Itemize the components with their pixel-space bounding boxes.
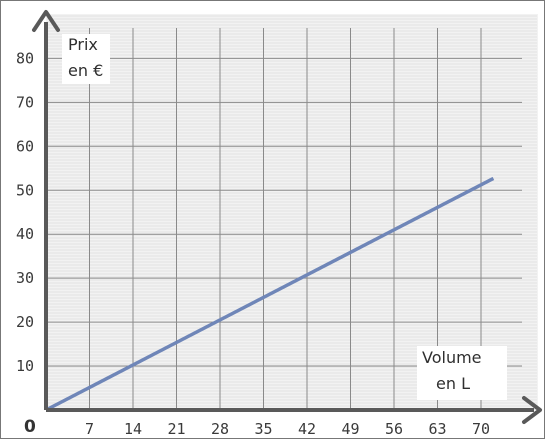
grid xyxy=(46,28,522,410)
x-tick-label: 49 xyxy=(341,420,359,438)
tick-labels: 7 14 21 28 35 42 49 56 63 70 10 20 30 40 50 60 70 80 xyxy=(16,49,490,438)
x-tick-label: 42 xyxy=(298,420,316,438)
y-tick-label: 30 xyxy=(16,269,34,287)
x-tick-label: 28 xyxy=(211,420,229,438)
series-layer xyxy=(45,176,495,412)
x-tick-label: 21 xyxy=(167,420,185,438)
y-tick-label: 50 xyxy=(16,181,34,199)
x-tick-label: 63 xyxy=(428,420,446,438)
y-axis-title-line2: en € xyxy=(68,61,103,80)
x-tick-label: 70 xyxy=(472,420,490,438)
y-tick-label: 60 xyxy=(16,137,34,155)
y-axis-title: Prix en € xyxy=(62,34,110,84)
y-axis-arrowhead xyxy=(32,10,60,32)
series-line xyxy=(45,176,495,412)
x-axis-title: Volume en L xyxy=(417,346,507,400)
y-tick-label: 40 xyxy=(16,225,34,243)
y-tick-label: 70 xyxy=(16,93,34,111)
origin-label: 0 xyxy=(24,417,36,437)
axes xyxy=(32,10,542,424)
x-axis-title-backdrop xyxy=(417,346,507,400)
y-tick-label: 10 xyxy=(16,357,34,375)
x-axis-title-line1: Volume xyxy=(422,348,482,367)
y-axis-title-backdrop xyxy=(62,34,110,84)
x-tick-label: 56 xyxy=(385,420,403,438)
x-tick-label: 14 xyxy=(124,420,142,438)
y-tick-label: 80 xyxy=(16,49,34,67)
plot-background xyxy=(46,14,538,410)
x-tick-label: 7 xyxy=(85,420,94,438)
y-tick-label: 20 xyxy=(16,313,34,331)
x-axis-title-line2: en L xyxy=(436,374,470,393)
x-tick-label: 35 xyxy=(254,420,272,438)
y-axis-title-line1: Prix xyxy=(68,35,98,54)
x-axis-arrowhead xyxy=(522,396,542,424)
